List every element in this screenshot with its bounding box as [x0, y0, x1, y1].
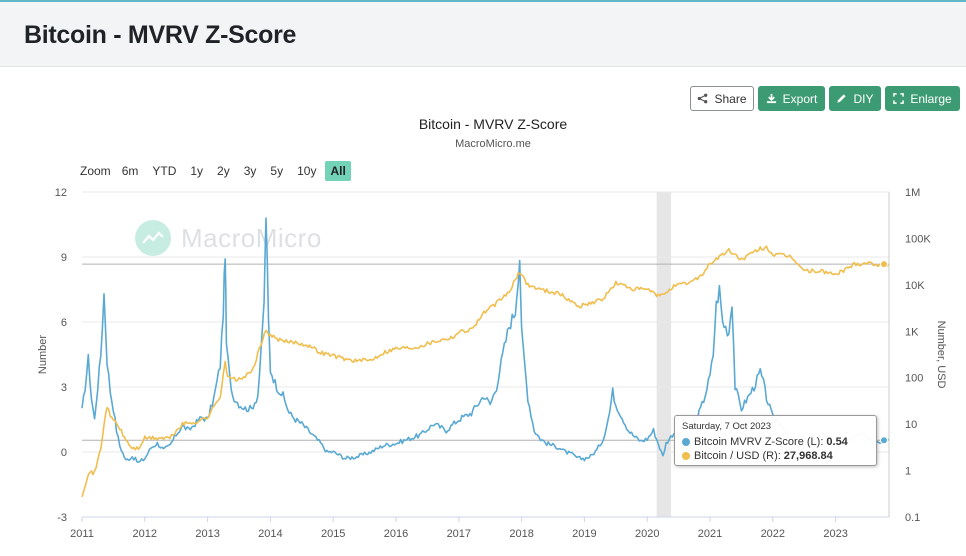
series-line-mvrv[interactable] — [81, 217, 890, 464]
x-tick-label: 2017 — [447, 528, 471, 540]
range-ytd-button[interactable]: YTD — [152, 164, 177, 178]
x-tick-label: 2011 — [70, 528, 94, 540]
hover-marker-mvrv — [879, 436, 888, 445]
y-right-tick-label: 10K — [905, 280, 925, 292]
page-header: Bitcoin - MVRV Z-Score — [0, 0, 966, 67]
tooltip-row-price: Bitcoin / USD (R): 27,968.84 — [682, 449, 869, 463]
x-tick-label: 2012 — [133, 528, 157, 540]
tooltip-dot-price — [682, 452, 690, 460]
hover-marker-price — [879, 260, 888, 269]
y-right-tick-label: 10 — [905, 419, 917, 431]
diy-label: DIY — [853, 91, 874, 106]
range-selector: Zoom 6m YTD 1y 2y 3y 5y 10y All — [80, 161, 355, 181]
x-tick-label: 2018 — [509, 528, 533, 540]
share-label: Share — [714, 91, 747, 106]
export-label: Export — [782, 91, 818, 106]
share-icon — [698, 93, 708, 104]
x-tick-label: 2015 — [321, 528, 345, 540]
tooltip-row-mvrv: Bitcoin MVRV Z-Score (L): 0.54 — [682, 435, 869, 449]
tooltip-label-mvrv: Bitcoin MVRV Z-Score (L): — [694, 436, 824, 448]
y-axis-right-label: Number, USD — [935, 321, 947, 389]
x-tick-label: 2021 — [698, 528, 722, 540]
tooltip-dot-mvrv — [682, 438, 690, 446]
share-button[interactable]: Share — [690, 86, 754, 111]
y-right-tick-label: 1M — [905, 187, 920, 199]
export-button[interactable]: Export — [758, 86, 825, 111]
watermark-text: MacroMicro — [181, 222, 322, 253]
chart-subtitle: MacroMicro.me — [455, 138, 531, 150]
chart-canvas[interactable]: -3 0 3 6 9 12 0.1 1 10 100 1K 10K 100K 1M 2011 2012 2013… — [0, 180, 966, 556]
y-left-tick-label: 12 — [55, 187, 67, 199]
x-tick-label: 2019 — [572, 528, 596, 540]
y-right-tick-label: 1K — [905, 326, 919, 338]
range-2y-button[interactable]: 2y — [217, 164, 230, 178]
x-tick-label: 2016 — [384, 528, 408, 540]
enlarge-button[interactable]: Enlarge — [885, 86, 960, 111]
range-3y-button[interactable]: 3y — [243, 164, 257, 178]
download-icon — [766, 93, 776, 104]
macromicro-logo-icon — [135, 220, 171, 256]
x-tick-label: 2014 — [258, 528, 282, 540]
y-right-tick-label: 0.1 — [905, 512, 920, 524]
diy-button[interactable]: DIY — [829, 86, 881, 111]
y-right-tick-label: 1 — [905, 466, 911, 478]
series-line-price[interactable] — [81, 245, 890, 498]
x-tick-label: 2013 — [195, 528, 219, 540]
y-left-tick-label: 6 — [61, 317, 67, 329]
tooltip-label-price: Bitcoin / USD (R): — [694, 450, 781, 462]
y-left-tick-label: 0 — [61, 447, 67, 459]
range-10y-button[interactable]: 10y — [297, 164, 317, 178]
page-title: Bitcoin - MVRV Z-Score — [24, 21, 297, 49]
y-right-tick-label: 100 — [905, 373, 923, 385]
range-6m-button[interactable]: 6m — [121, 164, 139, 178]
pencil-icon — [837, 94, 847, 103]
shaded-period — [656, 192, 672, 517]
watermark: MacroMicro — [135, 220, 322, 256]
y-left-tick-label: 3 — [61, 382, 67, 394]
y-right-tick-label: 100K — [905, 233, 931, 245]
tooltip-date: Saturday, 7 Oct 2023 — [682, 421, 772, 432]
range-5y-button[interactable]: 5y — [270, 164, 284, 178]
x-tick-label: 2020 — [635, 528, 659, 540]
expand-icon — [893, 93, 905, 104]
chart-title: Bitcoin - MVRV Z-Score — [418, 116, 568, 132]
range-1y-button[interactable]: 1y — [190, 164, 204, 178]
x-tick-label: 2022 — [761, 528, 785, 540]
zoom-label: Zoom — [80, 164, 111, 178]
tooltip-value-mvrv: 0.54 — [826, 436, 848, 448]
range-all-button[interactable]: All — [325, 161, 351, 181]
y-left-tick-label: -3 — [57, 512, 67, 524]
tooltip-value-price: 27,968.84 — [783, 450, 833, 462]
x-tick-label: 2023 — [823, 528, 847, 540]
y-left-tick-label: 9 — [61, 252, 67, 264]
y-axis-left-label: Number — [37, 335, 49, 374]
chart-tooltip: Saturday, 7 Oct 2023 Bitcoin MVRV Z-Scor… — [674, 415, 877, 466]
enlarge-label: Enlarge — [910, 91, 952, 106]
